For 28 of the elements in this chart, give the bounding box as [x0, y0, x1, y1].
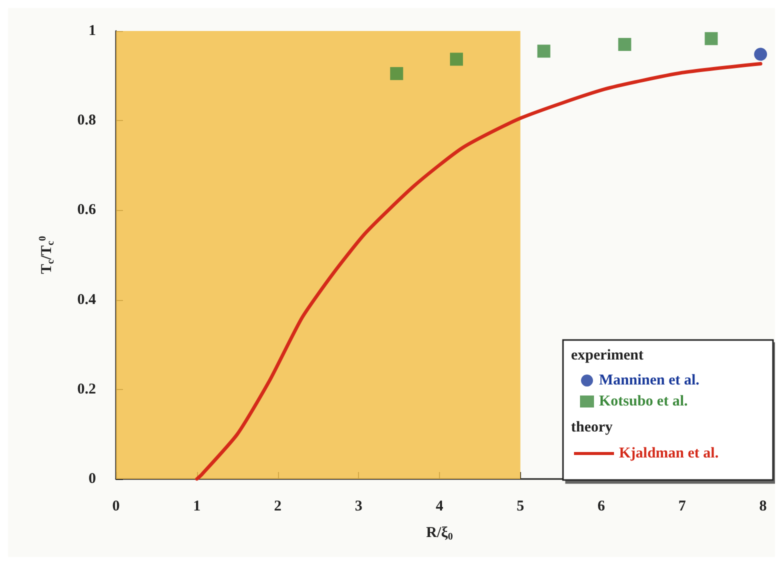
legend-label: Kjaldman et al. — [619, 446, 719, 462]
x-tick-label: 1 — [193, 498, 201, 514]
x-tick-label: 2 — [274, 498, 282, 514]
y-tick-label: 0.2 — [77, 381, 96, 398]
legend-label: Manninen et al. — [599, 372, 700, 388]
x-tick-label: 7 — [678, 498, 686, 514]
point — [754, 48, 768, 61]
y-tick-label: 0.8 — [77, 112, 96, 129]
x-tick-label: 3 — [354, 498, 362, 514]
y-tick-label: 0.4 — [77, 292, 96, 308]
y-tick-label: 1 — [88, 23, 96, 39]
line-series — [195, 62, 762, 481]
point — [618, 38, 632, 51]
point — [450, 52, 463, 66]
x-tick-label: 5 — [516, 498, 524, 514]
x-tick-label: 8 — [759, 498, 767, 514]
annotation: theory — [571, 420, 614, 436]
point — [537, 44, 550, 58]
point — [704, 32, 718, 46]
y-tick-label: 0.6 — [77, 202, 96, 218]
y-axis-title: Tc/Tc0 — [38, 236, 56, 274]
y-tick-label: 0 — [88, 471, 96, 487]
annotation: experiment — [571, 348, 644, 364]
point — [390, 67, 404, 80]
legend-label: Kotsubo et al. — [599, 394, 688, 410]
x-tick-label: 6 — [598, 498, 606, 514]
x-tick-label: 0 — [112, 498, 120, 514]
x-tick-label: 4 — [436, 498, 444, 514]
